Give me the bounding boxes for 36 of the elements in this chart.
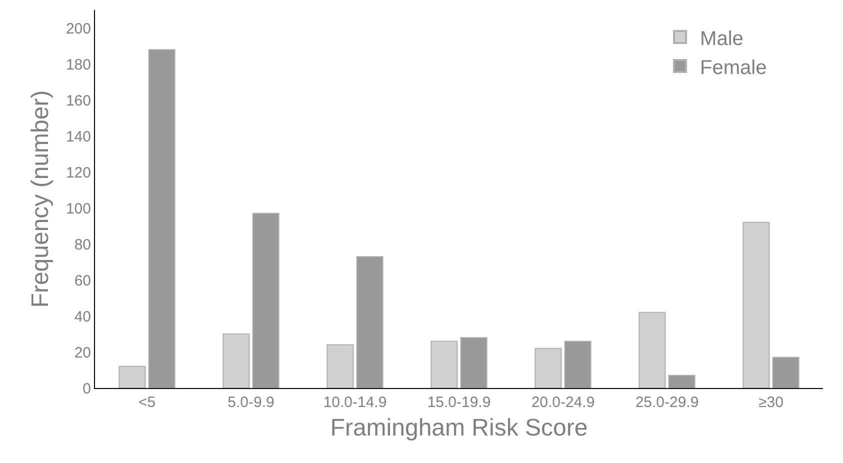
legend-label: Male xyxy=(700,28,744,50)
bar xyxy=(460,337,488,388)
bar xyxy=(356,256,384,388)
x-tick-label: 15.0-19.9 xyxy=(427,394,491,411)
y-tick-label: 160 xyxy=(66,92,91,110)
bar xyxy=(326,344,354,388)
y-tick-label: 140 xyxy=(66,128,91,146)
bar xyxy=(638,312,666,388)
y-tick-label: 200 xyxy=(66,20,91,38)
y-tick-label: 120 xyxy=(66,164,91,182)
legend-label: Female xyxy=(700,56,767,79)
bar xyxy=(148,49,176,388)
y-tick-label: 100 xyxy=(66,200,91,218)
y-tick-label: 40 xyxy=(74,308,91,326)
y-tick-label: 180 xyxy=(66,56,91,74)
x-tick-label: ≥30 xyxy=(758,394,784,411)
bar xyxy=(742,222,770,388)
x-tick-label: 10.0-14.9 xyxy=(323,394,387,411)
x-axis-title: Framingham Risk Score xyxy=(330,414,588,442)
bar xyxy=(118,366,146,388)
y-tick-label: 80 xyxy=(74,236,91,254)
y-tick-label: 0 xyxy=(82,380,91,398)
bar xyxy=(564,340,592,388)
x-tick-label: 5.0-9.9 xyxy=(228,394,274,411)
x-tick-label: <5 xyxy=(138,394,156,411)
bar xyxy=(430,340,458,388)
y-axis-title: Frequency (number) xyxy=(27,90,54,308)
bar xyxy=(252,212,280,388)
x-tick-label: 20.0-24.9 xyxy=(531,394,595,411)
bar xyxy=(222,334,250,388)
bar xyxy=(534,348,562,388)
bar xyxy=(668,374,696,388)
y-tick-label: 60 xyxy=(74,272,91,290)
bar xyxy=(772,356,800,388)
y-tick-label: 20 xyxy=(74,344,91,362)
x-tick-label: 25.0-29.9 xyxy=(635,394,699,411)
